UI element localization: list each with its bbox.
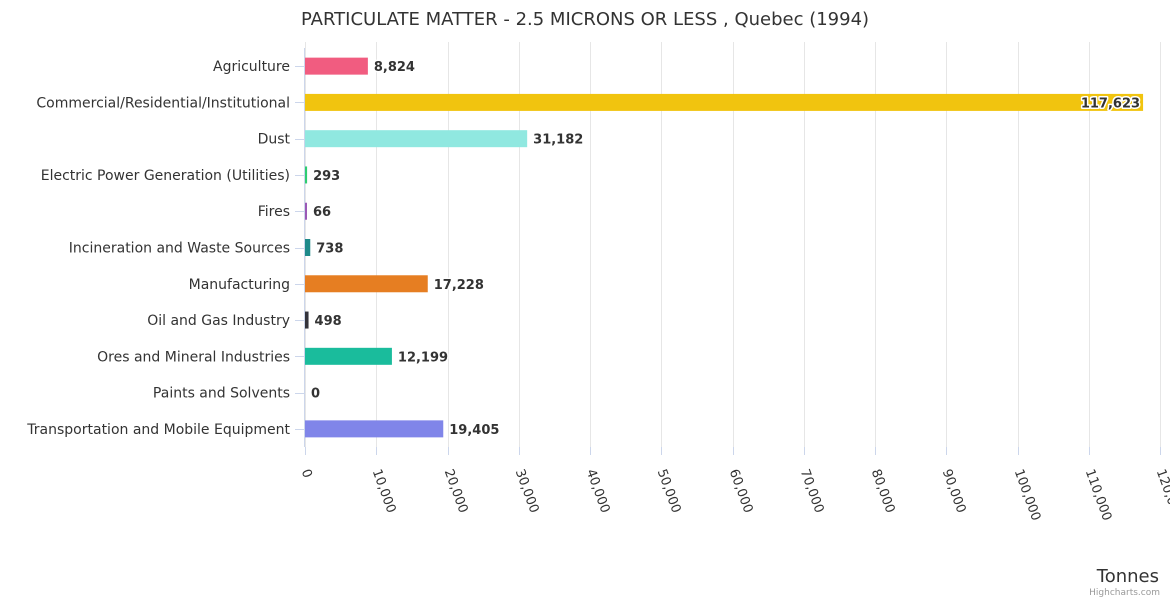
bar[interactable] <box>305 239 311 256</box>
x-tick-label: 120,000 <box>1153 467 1170 523</box>
x-tick-label: 110,000 <box>1082 467 1114 523</box>
data-label: 498 <box>315 314 342 329</box>
x-tick-label: 70,000 <box>797 467 827 515</box>
category-label: Incineration and Waste Sources <box>69 241 290 257</box>
category-label: Paints and Solvents <box>153 386 290 402</box>
data-label: 17,228 <box>434 278 484 293</box>
data-label: 31,182 <box>533 133 583 148</box>
category-label: Fires <box>258 204 290 220</box>
category-label: Electric Power Generation (Utilities) <box>41 168 290 184</box>
bar[interactable] <box>305 420 444 438</box>
data-label: 738 <box>316 242 343 257</box>
bar[interactable] <box>305 130 528 148</box>
bar[interactable] <box>305 166 308 184</box>
x-tick-label: 50,000 <box>654 467 684 515</box>
category-label: Dust <box>258 132 291 148</box>
x-tick-label: 80,000 <box>868 467 898 515</box>
credits-link[interactable]: Highcharts.com <box>1089 588 1160 598</box>
data-label: 293 <box>313 169 340 184</box>
x-tick-label: 0 <box>298 467 315 480</box>
bar[interactable] <box>305 347 392 365</box>
bar[interactable] <box>305 57 368 75</box>
data-label: 0 <box>311 387 320 402</box>
category-label: Transportation and Mobile Equipment <box>26 422 290 438</box>
y-axis: Agriculture Commercial/Residential/Instit… <box>26 48 305 447</box>
category-label: Oil and Gas Industry <box>147 313 290 329</box>
category-label: Agriculture <box>213 59 290 75</box>
data-label: 19,405 <box>449 423 499 438</box>
chart-title: PARTICULATE MATTER - 2.5 MICRONS OR LESS… <box>301 9 869 30</box>
x-tick-label: 10,000 <box>369 467 399 515</box>
bar[interactable] <box>305 275 428 293</box>
x-tick-label: 20,000 <box>441 467 471 515</box>
data-label: 117,623 <box>1081 96 1140 111</box>
data-label: 66 <box>313 205 331 220</box>
x-tick-label: 40,000 <box>583 467 613 515</box>
category-label: Ores and Mineral Industries <box>97 349 290 365</box>
x-tick-label: 60,000 <box>726 467 756 515</box>
bar[interactable] <box>305 93 1144 111</box>
category-label: Manufacturing <box>189 277 290 293</box>
x-tick-label: 30,000 <box>512 467 542 515</box>
bars <box>305 57 1144 438</box>
x-tick-label: 100,000 <box>1011 467 1043 523</box>
x-tick-label: 90,000 <box>939 467 969 515</box>
x-axis-title: Tonnes <box>1096 566 1159 587</box>
bar[interactable] <box>305 311 309 329</box>
data-label: 8,824 <box>374 60 415 75</box>
x-axis: 0 10,000 20,000 30,000 40,000 50,000 60,000 70,… <box>298 447 1170 523</box>
bar[interactable] <box>305 202 307 220</box>
data-labels: 8,824 117,623 31,182 293 66 738 17,228 498 12,19… <box>310 59 1142 440</box>
category-label: Commercial/Residential/Institutional <box>36 95 290 111</box>
data-label: 12,199 <box>398 350 448 365</box>
